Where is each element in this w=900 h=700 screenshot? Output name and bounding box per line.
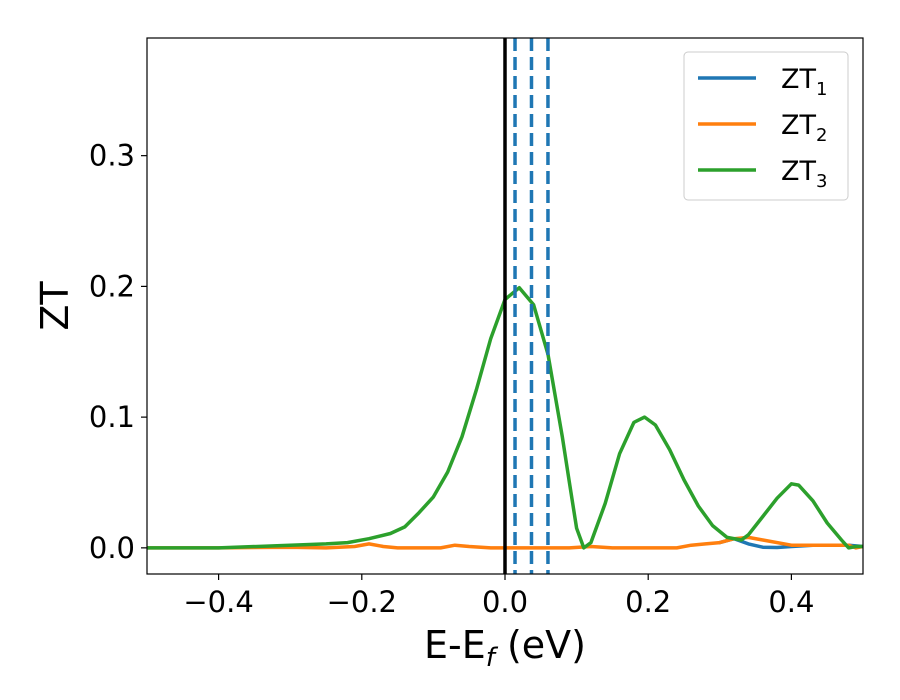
x-axis-label-unit-spacer [495, 623, 507, 667]
series-line-3 [147, 285, 863, 550]
x-axis-label-main: E-E [424, 623, 486, 667]
legend: ZT1 ZT2 ZT3 [683, 51, 849, 201]
y-axis-label: ZT [33, 281, 77, 331]
legend-box [683, 51, 849, 201]
x-tick-label: 0.4 [768, 585, 814, 619]
x-tick-label: 0.0 [482, 585, 528, 619]
series-line-2 [147, 535, 863, 550]
legend-label-3: ZT3 [781, 156, 827, 192]
y-tick-label: 0.3 [89, 139, 135, 173]
y-axis: 0.0 0.1 0.2 0.3 [89, 139, 147, 565]
series-layer [147, 285, 863, 550]
y-tick-label: 0.2 [89, 269, 135, 303]
y-tick-label: 0.1 [89, 400, 135, 434]
x-tick-label: −0.4 [183, 585, 253, 619]
x-tick-label: 0.2 [625, 585, 671, 619]
legend-items: ZT1 ZT2 ZT3 [698, 64, 827, 192]
x-axis-label-unit: (eV) [507, 623, 586, 667]
x-tick-label: −0.2 [327, 585, 397, 619]
legend-label-1: ZT1 [781, 64, 827, 100]
x-axis: −0.4 −0.2 0.0 0.2 0.4 [183, 574, 814, 619]
x-axis-label: E-Ef (eV) [424, 623, 586, 673]
vertical-lines [503, 38, 550, 574]
legend-label-2: ZT2 [781, 110, 827, 146]
y-tick-label: 0.0 [89, 531, 135, 565]
